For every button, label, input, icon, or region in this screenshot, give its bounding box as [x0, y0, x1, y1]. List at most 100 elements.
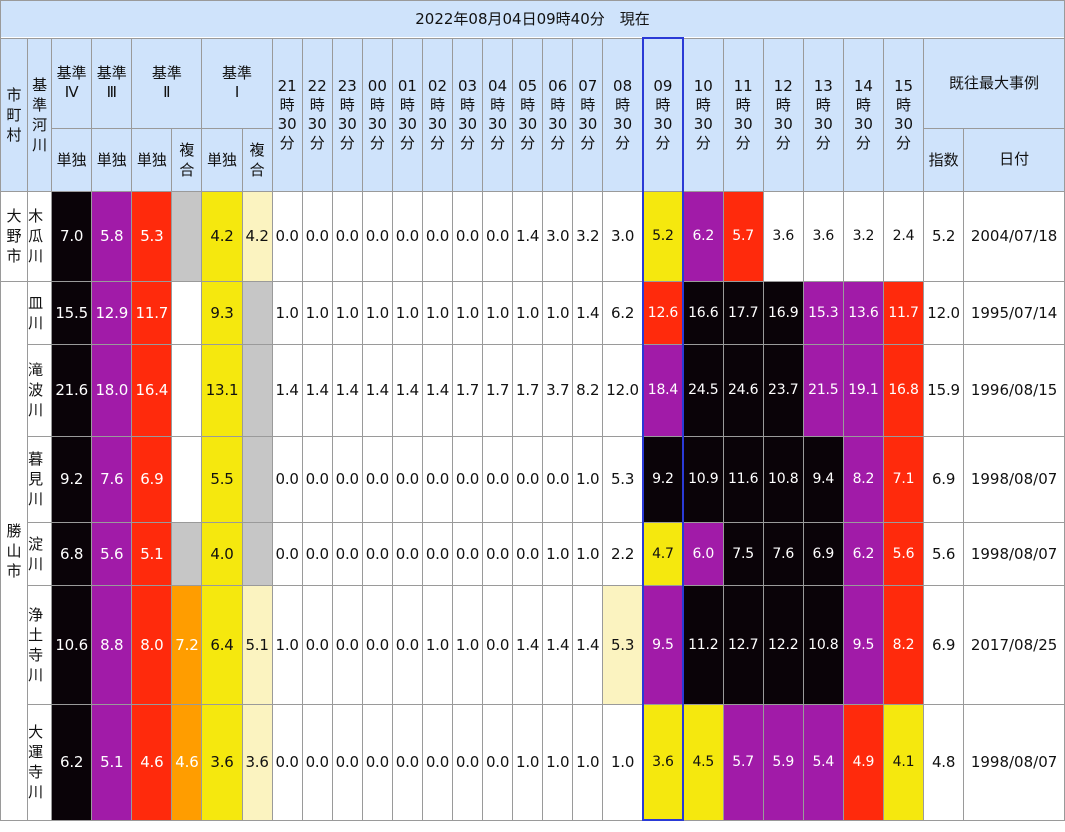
- time-value: 1.4: [332, 344, 362, 436]
- time-value: 1.4: [272, 344, 302, 436]
- level3-value: 5.6: [92, 522, 132, 585]
- table-row: 大 運 寺 川 6.2 5.1 4.6 4.6 3.6 3.6 0.0 0.0 0.0 0.0 0.0…: [1, 704, 1065, 820]
- time-value: 0.0: [513, 522, 543, 585]
- time-value: 1.4: [573, 585, 603, 704]
- time-value: 0.0: [392, 704, 422, 820]
- level1-composite-value: 4.2: [242, 191, 272, 281]
- time-value: 16.8: [883, 344, 923, 436]
- time-value: 6.0: [683, 522, 723, 585]
- header-record: 既往最大事例: [924, 38, 1065, 128]
- time-value: 0.0: [452, 191, 482, 281]
- time-value: 12.0: [603, 344, 643, 436]
- level4-value: 6.2: [52, 704, 92, 820]
- level3-value: 5.8: [92, 191, 132, 281]
- time-value: 11.2: [683, 585, 723, 704]
- time-value: 21.5: [803, 344, 843, 436]
- time-value: 9.4: [803, 436, 843, 522]
- time-value: 1.4: [392, 344, 422, 436]
- level4-value: 15.5: [52, 281, 92, 344]
- time-value: 0.0: [272, 704, 302, 820]
- level3-value: 8.8: [92, 585, 132, 704]
- time-value: 0.0: [362, 704, 392, 820]
- level3-value: 18.0: [92, 344, 132, 436]
- time-value: 4.5: [683, 704, 723, 820]
- level1-single-value: 3.6: [202, 704, 242, 820]
- table-row: 滝 波 川 21.6 18.0 16.4 13.1 1.4 1.4 1.4 1.4 1.4 1.4 1…: [1, 344, 1065, 436]
- level1-composite-value: [242, 281, 272, 344]
- level2-composite-value: 4.6: [172, 704, 202, 820]
- record-date: 1995/07/14: [964, 281, 1065, 344]
- time-value: 5.4: [803, 704, 843, 820]
- time-value: 0.0: [302, 191, 332, 281]
- level4-value: 9.2: [52, 436, 92, 522]
- river-name: 滝 波 川: [28, 344, 52, 436]
- current-time-value: 9.5: [643, 585, 683, 704]
- time-value: 3.6: [803, 191, 843, 281]
- time-value: 8.2: [843, 436, 883, 522]
- river-name: 淀 川: [28, 522, 52, 585]
- time-header: 00 時 30 分: [362, 38, 392, 191]
- header-date: 日付: [964, 128, 1065, 191]
- time-value: 1.7: [452, 344, 482, 436]
- time-value: 0.0: [302, 522, 332, 585]
- time-value: 1.0: [543, 281, 573, 344]
- record-date: 2004/07/18: [964, 191, 1065, 281]
- time-header: 22 時 30 分: [302, 38, 332, 191]
- time-header: 15 時 30 分: [883, 38, 923, 191]
- river-name: 大 運 寺 川: [28, 704, 52, 820]
- time-value: 3.0: [603, 191, 643, 281]
- time-value: 24.5: [683, 344, 723, 436]
- header-river: 基準河川: [28, 38, 52, 191]
- time-value: 10.8: [803, 585, 843, 704]
- level1-single-value: 13.1: [202, 344, 242, 436]
- time-value: 1.0: [452, 281, 482, 344]
- city-cell: 勝 山 市: [1, 281, 28, 820]
- level2-single-value: 4.6: [132, 704, 172, 820]
- time-value: 0.0: [272, 191, 302, 281]
- time-value: 0.0: [422, 191, 452, 281]
- record-index: 5.2: [924, 191, 964, 281]
- time-value: 1.0: [302, 281, 332, 344]
- time-value: 0.0: [452, 704, 482, 820]
- time-value: 1.0: [513, 704, 543, 820]
- time-header: 02 時 30 分: [422, 38, 452, 191]
- time-value: 1.7: [513, 344, 543, 436]
- header-level2: 基準 Ⅱ: [132, 38, 202, 128]
- time-value: 0.0: [272, 436, 302, 522]
- time-value: 1.0: [422, 281, 452, 344]
- time-value: 0.0: [272, 522, 302, 585]
- time-header: 12 時 30 分: [763, 38, 803, 191]
- time-value: 5.7: [723, 191, 763, 281]
- rainfall-index-table: 2022年08月04日09時40分 現在 市町村 基準河川 基準 Ⅳ 基準 Ⅲ …: [0, 0, 1065, 821]
- level3-value: 5.1: [92, 704, 132, 820]
- time-value: 3.2: [573, 191, 603, 281]
- time-value: 1.0: [513, 281, 543, 344]
- time-header: 03 時 30 分: [452, 38, 482, 191]
- time-value: 0.0: [483, 585, 513, 704]
- table-row: 勝 山 市皿 川 15.5 12.9 11.7 9.3 1.0 1.0 1.0 1.0 1.0 1.…: [1, 281, 1065, 344]
- time-value: 0.0: [392, 585, 422, 704]
- record-index: 4.8: [924, 704, 964, 820]
- time-value: 1.4: [513, 191, 543, 281]
- time-value: 1.4: [362, 344, 392, 436]
- time-header: 11 時 30 分: [723, 38, 763, 191]
- level2-single-value: 5.3: [132, 191, 172, 281]
- level1-single-value: 6.4: [202, 585, 242, 704]
- time-value: 3.2: [843, 191, 883, 281]
- time-value: 0.0: [332, 522, 362, 585]
- time-value: 0.0: [543, 436, 573, 522]
- level2-single-value: 8.0: [132, 585, 172, 704]
- current-time-value: 4.7: [643, 522, 683, 585]
- time-value: 0.0: [332, 585, 362, 704]
- time-header: 07 時 30 分: [573, 38, 603, 191]
- time-value: 4.1: [883, 704, 923, 820]
- page-title: 2022年08月04日09時40分 現在: [1, 1, 1065, 39]
- record-index: 6.9: [924, 585, 964, 704]
- header-index: 指数: [924, 128, 964, 191]
- level1-single-value: 5.5: [202, 436, 242, 522]
- record-index: 12.0: [924, 281, 964, 344]
- time-header: 13 時 30 分: [803, 38, 843, 191]
- city-cell: 大 野 市: [1, 191, 28, 281]
- time-header: 01 時 30 分: [392, 38, 422, 191]
- time-value: 0.0: [332, 191, 362, 281]
